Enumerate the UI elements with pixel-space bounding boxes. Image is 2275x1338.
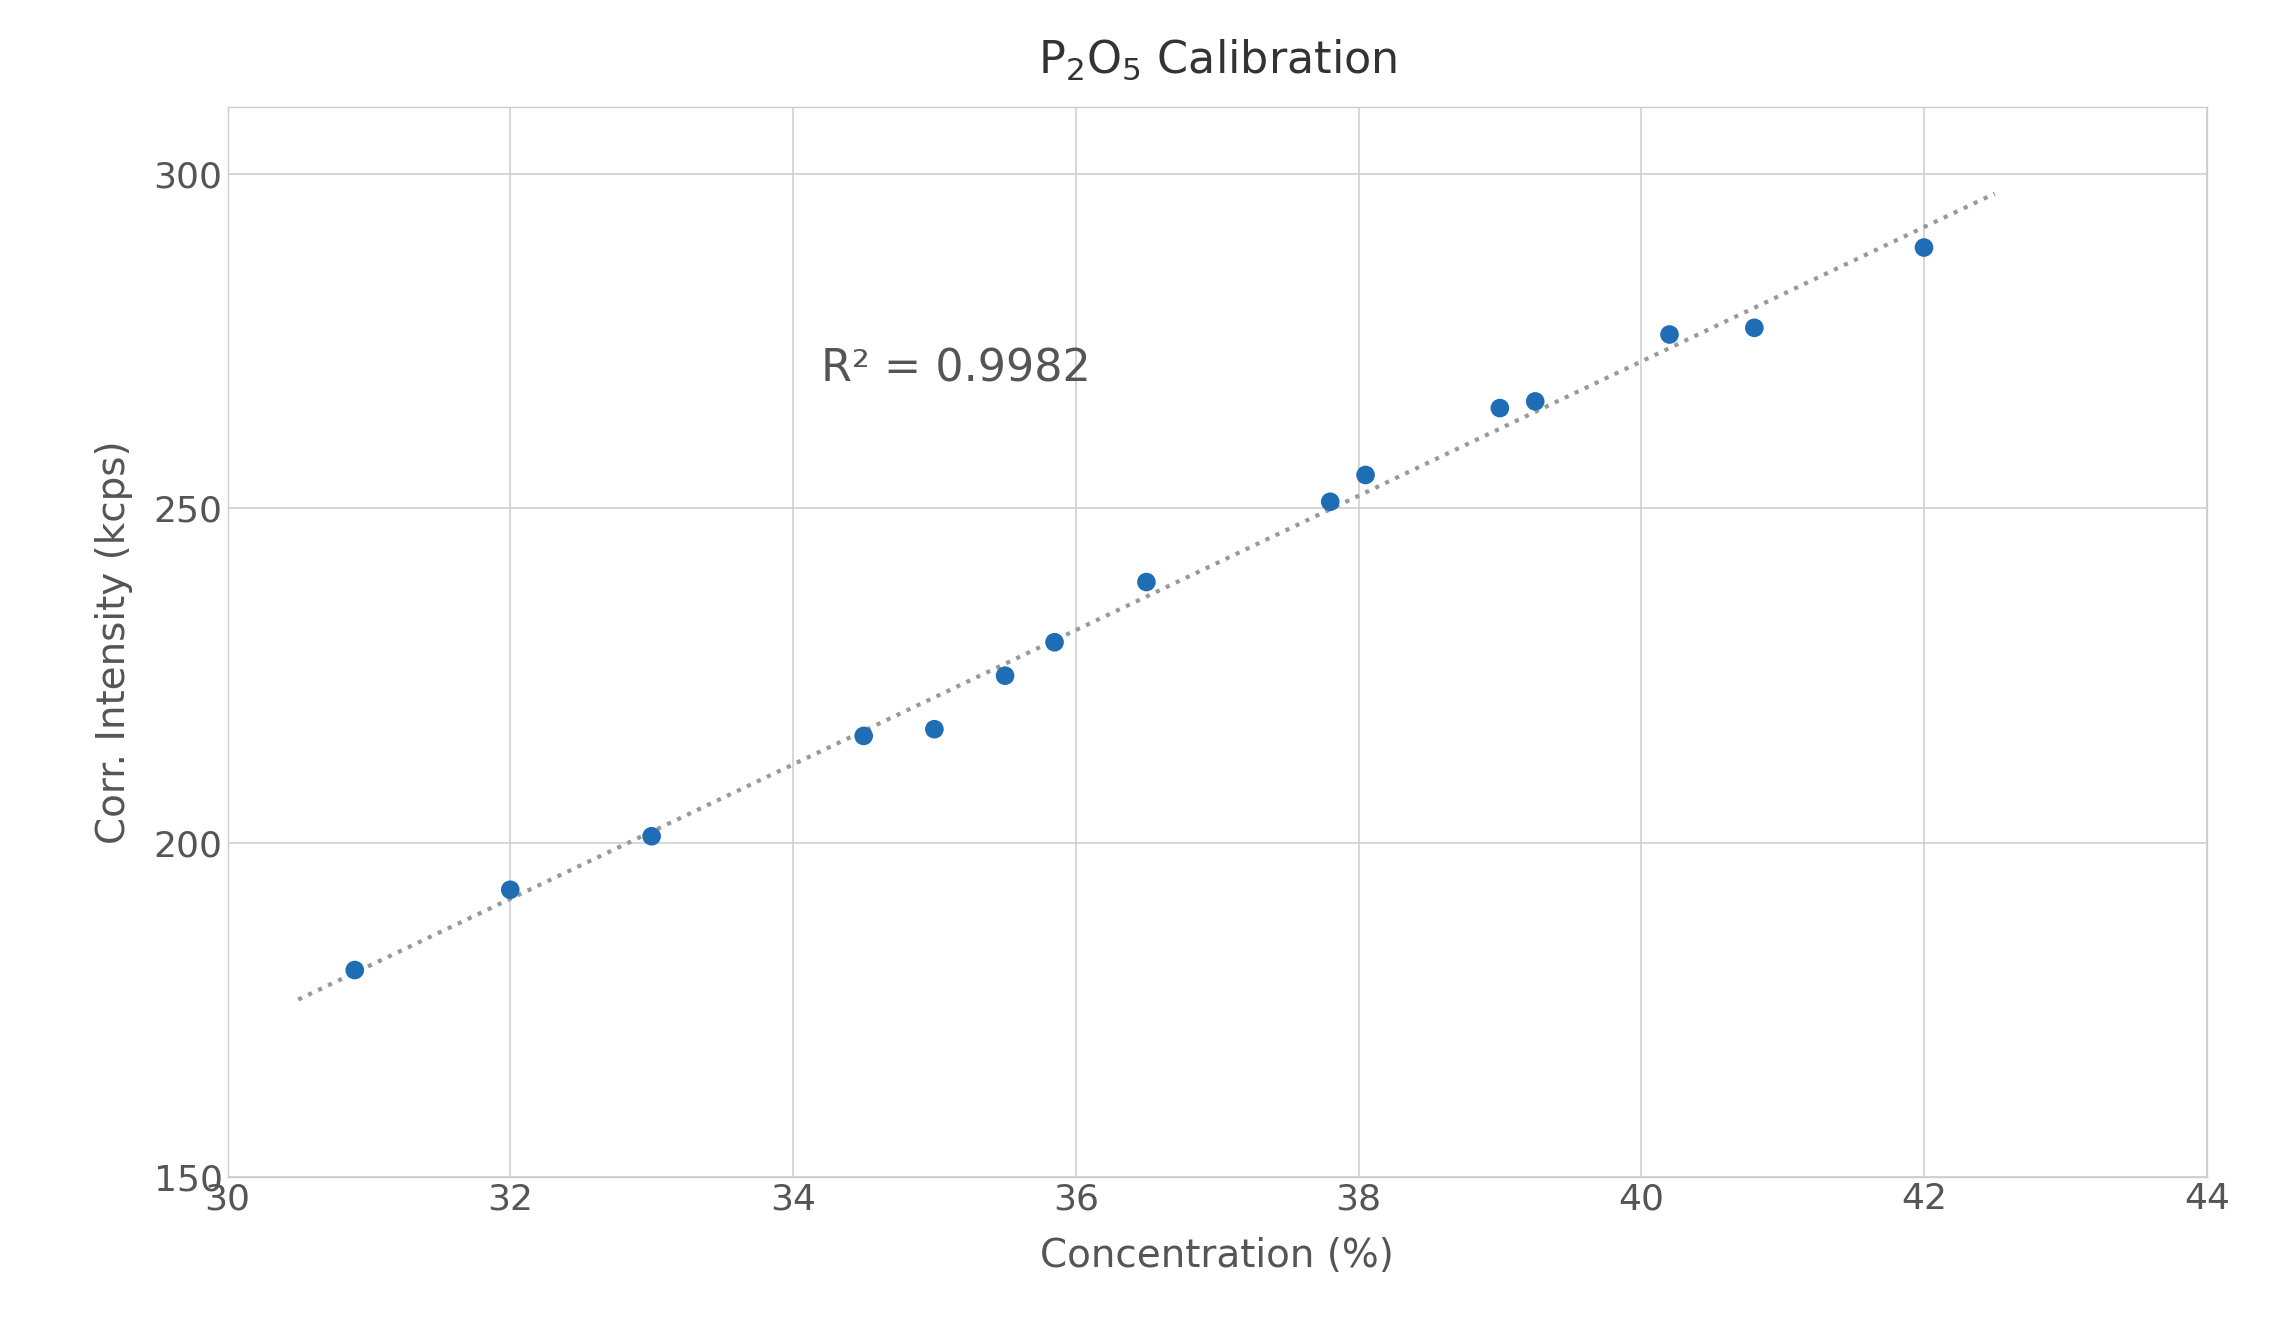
Point <box>1736 317 1772 339</box>
Title: P$_2$O$_5$ Calibration: P$_2$O$_5$ Calibration <box>1037 37 1397 82</box>
Point <box>337 959 373 981</box>
Y-axis label: Corr. Intensity (kcps): Corr. Intensity (kcps) <box>96 440 132 844</box>
Point <box>1128 571 1165 593</box>
Point <box>1037 632 1074 653</box>
Point <box>987 665 1024 686</box>
Point <box>1652 324 1688 345</box>
Point <box>846 725 883 747</box>
Text: R² = 0.9982: R² = 0.9982 <box>821 348 1092 391</box>
Point <box>1517 391 1554 412</box>
Point <box>1347 464 1383 486</box>
Point <box>491 879 528 900</box>
Point <box>1906 237 1943 258</box>
X-axis label: Concentration (%): Concentration (%) <box>1040 1238 1395 1275</box>
Point <box>1313 491 1349 512</box>
Point <box>1481 397 1517 419</box>
Point <box>917 719 953 740</box>
Point <box>632 826 669 847</box>
